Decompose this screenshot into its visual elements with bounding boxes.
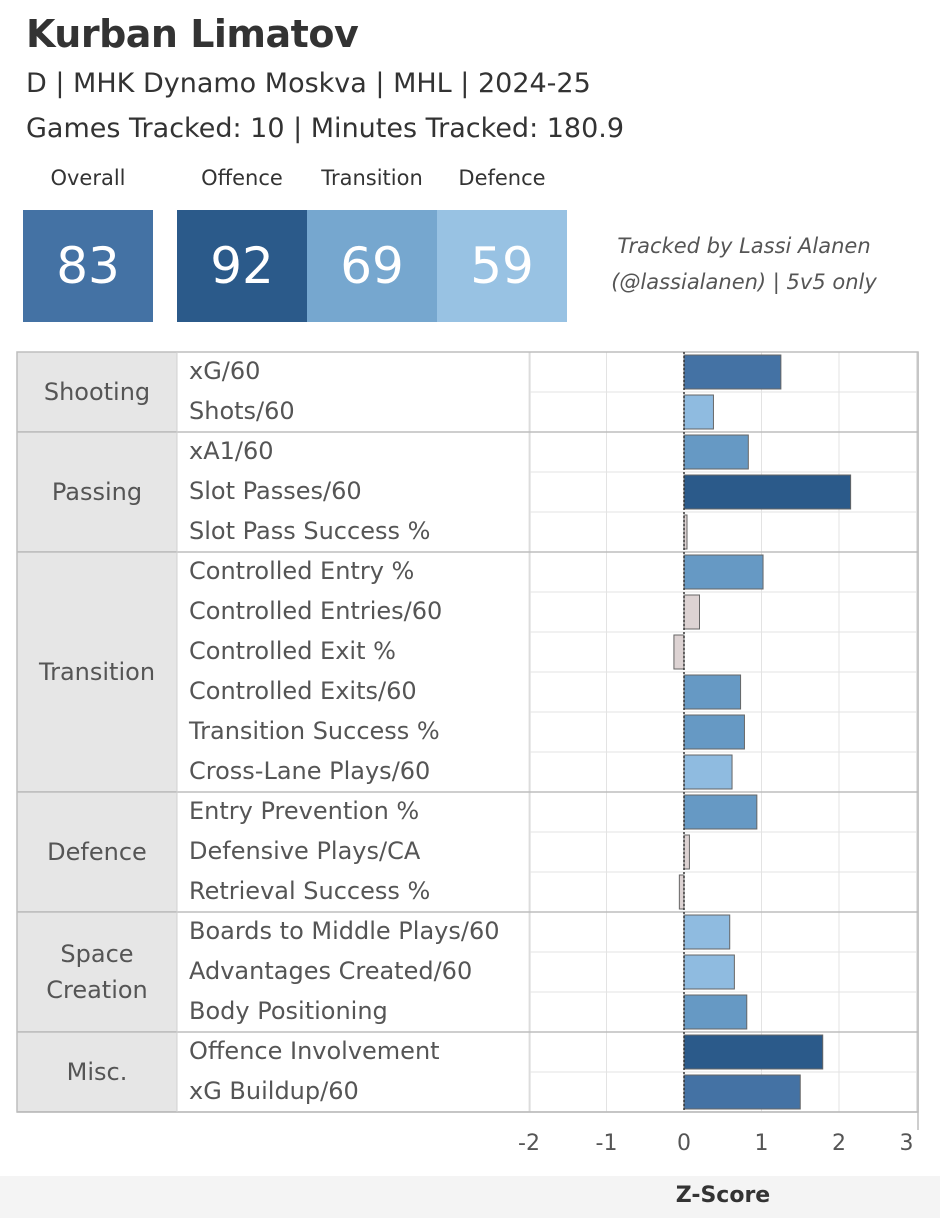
metric-label: Defensive Plays/CA bbox=[189, 837, 421, 865]
bar bbox=[683, 834, 690, 870]
category-label: Passing bbox=[17, 432, 177, 552]
metric-label: Transition Success % bbox=[189, 717, 440, 745]
metric-label: Offence Involvement bbox=[189, 1037, 440, 1065]
bar bbox=[683, 994, 748, 1030]
metric-label: Entry Prevention % bbox=[189, 797, 420, 825]
metric-label: Boards to Middle Plays/60 bbox=[189, 917, 500, 945]
category-label: Transition bbox=[17, 552, 177, 792]
bar bbox=[683, 474, 852, 510]
metric-label: Slot Pass Success % bbox=[189, 517, 431, 545]
category-label: Defence bbox=[17, 792, 177, 912]
tracked-summary: Games Tracked: 10 | Minutes Tracked: 180… bbox=[26, 113, 625, 144]
x-tick-label: -2 bbox=[518, 1131, 540, 1156]
bar bbox=[683, 554, 764, 590]
defence-score: 59 bbox=[437, 210, 567, 322]
metric-label: xA1/60 bbox=[189, 437, 274, 465]
credit-note: Tracked by Lassi Alanen (@lassialanen) |… bbox=[574, 228, 914, 300]
metric-label: Controlled Exits/60 bbox=[189, 677, 417, 705]
player-name: Kurban Limatov bbox=[26, 12, 359, 56]
x-tick-label: 2 bbox=[832, 1131, 846, 1156]
transition-label: Transition bbox=[321, 166, 423, 190]
metric-label: Controlled Exit % bbox=[189, 637, 396, 665]
bar bbox=[683, 754, 733, 790]
offence-label: Offence bbox=[201, 166, 283, 190]
x-tick-label: 3 bbox=[900, 1131, 914, 1156]
metric-label: Advantages Created/60 bbox=[189, 957, 473, 985]
bar bbox=[683, 954, 735, 990]
bar bbox=[683, 594, 700, 630]
metric-label: Slot Passes/60 bbox=[189, 477, 362, 505]
bar bbox=[673, 634, 685, 670]
bar bbox=[683, 354, 782, 390]
overall-score: 83 bbox=[23, 210, 153, 322]
bar bbox=[683, 714, 745, 750]
category-label: Misc. bbox=[17, 1032, 177, 1112]
credit-line-1: Tracked by Lassi Alanen bbox=[617, 234, 871, 258]
defence-label: Defence bbox=[458, 166, 546, 190]
bar bbox=[683, 1034, 824, 1070]
bar bbox=[683, 794, 758, 830]
bar bbox=[683, 1074, 801, 1110]
metric-label: Retrieval Success % bbox=[189, 877, 431, 905]
x-tick-label: 1 bbox=[755, 1131, 769, 1156]
metric-label: Controlled Entries/60 bbox=[189, 597, 443, 625]
overall-label: Overall bbox=[50, 166, 126, 190]
metric-label: Shots/60 bbox=[189, 397, 295, 425]
bar bbox=[683, 514, 688, 550]
player-info: D | MHK Dynamo Moskva | MHL | 2024-25 bbox=[26, 68, 591, 99]
x-axis-title: Z-Score bbox=[675, 1183, 771, 1208]
metric-label: Body Positioning bbox=[189, 997, 388, 1025]
bar bbox=[683, 914, 731, 950]
bar bbox=[683, 394, 714, 430]
category-label: Space Creation bbox=[17, 912, 177, 1032]
metric-label: Controlled Entry % bbox=[189, 557, 415, 585]
category-label: Shooting bbox=[17, 352, 177, 432]
metric-label: xG/60 bbox=[189, 357, 261, 385]
bar bbox=[683, 434, 749, 470]
credit-line-2: (@lassialanen) | 5v5 only bbox=[611, 270, 877, 294]
x-tick-label: -1 bbox=[596, 1131, 618, 1156]
metric-label: Cross-Lane Plays/60 bbox=[189, 757, 431, 785]
bar bbox=[678, 874, 685, 910]
footer-band bbox=[0, 1176, 940, 1218]
metric-label: xG Buildup/60 bbox=[189, 1077, 359, 1105]
transition-score: 69 bbox=[307, 210, 437, 322]
bar bbox=[683, 674, 742, 710]
offence-score: 92 bbox=[177, 210, 307, 322]
x-tick-label: 0 bbox=[677, 1131, 691, 1156]
